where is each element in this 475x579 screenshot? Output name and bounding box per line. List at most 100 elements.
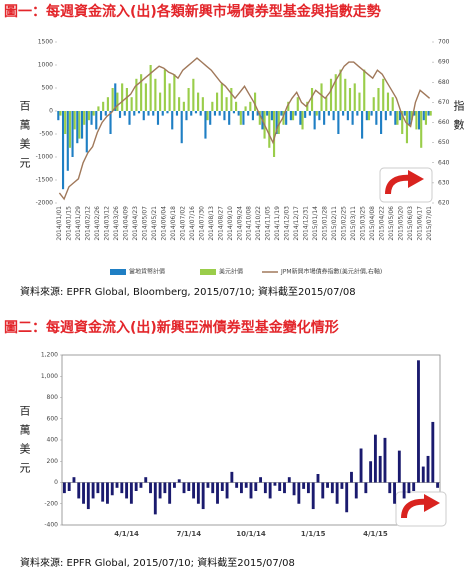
x-tick-label: 2015/06/17 <box>417 206 424 241</box>
y-tick-label: 400 <box>47 437 59 444</box>
bar <box>320 83 323 111</box>
bar <box>175 111 179 116</box>
bar <box>173 74 176 111</box>
bar <box>230 471 234 483</box>
bar <box>389 111 392 116</box>
bar <box>228 111 231 125</box>
bar <box>268 111 271 148</box>
bar <box>154 78 157 111</box>
x-tick-label: 2014/05/07 <box>141 206 148 241</box>
y-tick-label: 0 <box>54 479 58 486</box>
bar <box>216 92 219 111</box>
bar <box>123 111 126 116</box>
bar <box>62 482 66 494</box>
x-tick-label: 2015/02/25 <box>341 206 348 241</box>
bar <box>120 482 124 494</box>
bar <box>114 83 117 111</box>
y-tick-label: -1500 <box>36 177 54 184</box>
bar <box>182 101 185 111</box>
bar <box>268 482 272 499</box>
x-tick-label: 2014/01/01 <box>56 206 63 241</box>
chart-title: 圖一：每週資金流入(出)各類新興市場債券型基金與指數走勢 <box>4 3 381 20</box>
bar <box>296 97 299 111</box>
x-tick-label: 2014/03/26 <box>113 206 120 241</box>
bar <box>230 88 233 111</box>
bar <box>78 111 81 139</box>
bar <box>394 111 397 125</box>
bar <box>106 97 109 111</box>
bar <box>306 482 310 494</box>
bar <box>206 482 210 488</box>
bar <box>283 482 286 494</box>
bar <box>326 482 329 488</box>
bar <box>315 111 318 116</box>
bar <box>82 482 85 504</box>
legend-swatch <box>110 269 126 275</box>
bar <box>272 111 276 157</box>
bar <box>130 97 133 111</box>
bar <box>149 482 152 494</box>
bar <box>254 482 258 491</box>
bar <box>177 479 181 483</box>
bar <box>135 78 138 111</box>
bar <box>323 111 326 125</box>
bar <box>206 111 209 121</box>
x-tick-label: 2014/02/26 <box>94 206 101 241</box>
x-tick-label: 10/1/14 <box>236 530 266 538</box>
x-tick-label: 2015/05/20 <box>398 206 405 241</box>
bar <box>247 111 250 116</box>
bar <box>383 437 387 483</box>
x-tick-label: 2014/08/13 <box>208 206 215 241</box>
bar <box>137 111 141 114</box>
bar <box>266 111 269 116</box>
line <box>58 57 431 201</box>
bar <box>109 111 112 134</box>
bar <box>57 111 60 121</box>
y2-tick-label: 670 <box>438 99 450 106</box>
y2-axis-label: 指數 <box>452 99 465 138</box>
bar <box>66 111 69 171</box>
bar <box>285 111 288 125</box>
bar <box>209 111 212 125</box>
bar <box>115 482 119 488</box>
bar <box>180 111 183 144</box>
bar <box>182 482 186 494</box>
source-note: 資料來源: EPFR Global, 2015/07/10; 資料截至2015/… <box>20 556 295 569</box>
bar <box>73 111 76 130</box>
y-tick-label: -500 <box>39 131 53 138</box>
y-tick-label: 200 <box>47 458 59 465</box>
y2-tick-label: 640 <box>438 159 450 166</box>
bar <box>386 92 390 111</box>
bar <box>196 482 200 504</box>
bar <box>340 482 344 489</box>
bar <box>104 111 107 116</box>
bar <box>401 111 404 134</box>
bar <box>80 111 84 139</box>
bar <box>426 455 430 483</box>
bar <box>311 482 315 510</box>
bar <box>211 101 214 111</box>
bar <box>424 111 428 125</box>
bar <box>306 101 309 111</box>
bar <box>225 97 228 111</box>
bar <box>378 455 382 483</box>
bar <box>412 482 416 491</box>
bar <box>71 111 74 157</box>
bar <box>204 111 207 139</box>
x-tick-label: 2014/07/16 <box>189 206 196 241</box>
bar <box>67 482 71 491</box>
plot-frame <box>61 354 441 526</box>
bar <box>370 111 373 116</box>
y-tick-label: 600 <box>47 415 59 422</box>
bar <box>382 78 385 111</box>
bar <box>356 111 359 116</box>
y-tick-label: 1500 <box>38 39 53 46</box>
x-tick-label: 2015/02/11 <box>331 206 338 241</box>
bar <box>86 482 90 510</box>
bar <box>436 482 440 488</box>
x-tick-label: 2015/03/11 <box>350 206 357 241</box>
bar <box>273 482 277 486</box>
legend-swatch <box>200 269 216 275</box>
bar <box>163 69 166 111</box>
bar <box>61 111 65 190</box>
